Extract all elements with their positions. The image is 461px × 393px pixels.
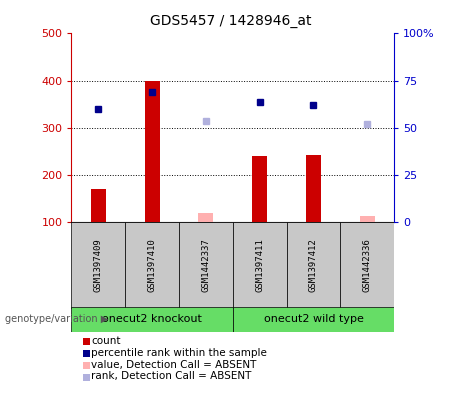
Text: GSM1442337: GSM1442337: [201, 239, 210, 292]
Bar: [360, 216, 375, 222]
Bar: [71, 307, 233, 332]
Bar: [179, 222, 233, 309]
Bar: [252, 156, 267, 222]
Bar: [233, 222, 287, 309]
Text: onecut2 wild type: onecut2 wild type: [264, 314, 363, 324]
Text: GSM1397412: GSM1397412: [309, 239, 318, 292]
Text: genotype/variation ▶: genotype/variation ▶: [5, 314, 108, 324]
Bar: [71, 222, 125, 309]
Text: value, Detection Call = ABSENT: value, Detection Call = ABSENT: [91, 360, 257, 370]
Text: GSM1397411: GSM1397411: [255, 239, 264, 292]
Text: GSM1397410: GSM1397410: [148, 239, 157, 292]
Bar: [198, 213, 213, 222]
Bar: [125, 222, 179, 309]
Text: GDS5457 / 1428946_at: GDS5457 / 1428946_at: [150, 14, 311, 28]
Text: GSM1442336: GSM1442336: [363, 239, 372, 292]
Bar: [340, 222, 394, 309]
Bar: [287, 222, 340, 309]
Text: onecut2 knockout: onecut2 knockout: [102, 314, 202, 324]
Text: rank, Detection Call = ABSENT: rank, Detection Call = ABSENT: [91, 371, 252, 382]
Text: GSM1397409: GSM1397409: [94, 239, 103, 292]
Bar: [233, 307, 394, 332]
Bar: [145, 81, 160, 222]
Text: percentile rank within the sample: percentile rank within the sample: [91, 348, 267, 358]
Bar: [306, 155, 321, 222]
Text: count: count: [91, 336, 121, 346]
Bar: [91, 189, 106, 222]
